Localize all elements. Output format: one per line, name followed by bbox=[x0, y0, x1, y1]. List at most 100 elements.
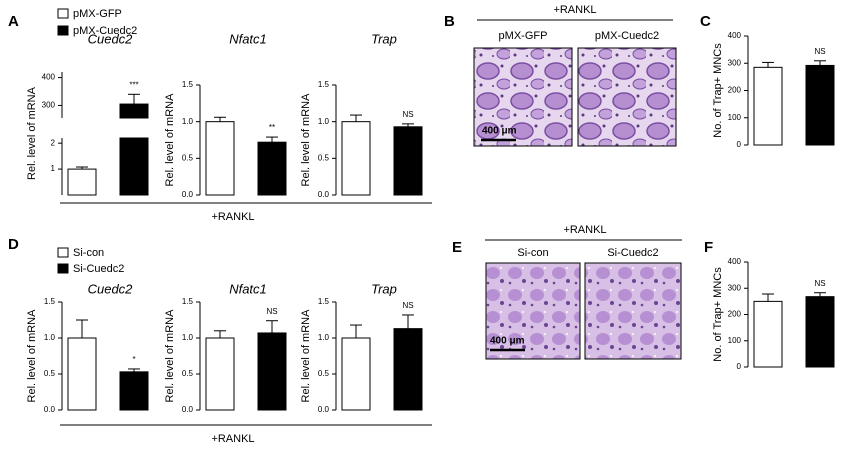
y-tick-label: 0.0 bbox=[318, 190, 330, 199]
layout: A B C D E F pMX-GFP pMX-Cuedc2 Si-con Si… bbox=[8, 4, 713, 445]
legend-label: Si-Cuedc2 bbox=[73, 263, 124, 275]
y-tick-label: 0.5 bbox=[318, 369, 330, 378]
bar bbox=[205, 121, 235, 196]
image-label: pMX-Cuedc2 bbox=[595, 30, 659, 42]
legend-swatch bbox=[57, 263, 69, 274]
y-tick-label: 0.5 bbox=[318, 153, 330, 162]
y-tick-label: 200 bbox=[728, 310, 742, 319]
y-tick-label: 200 bbox=[728, 86, 742, 95]
image-label: Si-con bbox=[517, 247, 548, 259]
chart-title: Cuedc2 bbox=[88, 281, 134, 296]
legend-swatch bbox=[57, 247, 69, 258]
y-tick-label: 300 bbox=[42, 101, 56, 110]
micrograph bbox=[577, 47, 677, 147]
y-tick-label: 100 bbox=[728, 113, 742, 122]
y-tick-label: 0.0 bbox=[182, 405, 194, 414]
significance-label: NS bbox=[814, 47, 825, 56]
group-label: +RANKL bbox=[211, 211, 254, 223]
y-tick-label: 1.0 bbox=[318, 117, 330, 126]
bar bbox=[205, 337, 235, 411]
significance-label: ** bbox=[269, 123, 275, 132]
bar bbox=[67, 168, 97, 196]
y-axis-label: Rel. level of mRNA bbox=[300, 309, 312, 403]
image-header: +RANKL bbox=[553, 4, 596, 16]
panel-label: E bbox=[452, 239, 462, 256]
y-tick-label: 400 bbox=[728, 257, 742, 266]
chart-title: Trap bbox=[371, 31, 397, 46]
group-label: +RANKL bbox=[211, 433, 254, 445]
y-tick-label: 1.5 bbox=[182, 80, 194, 89]
bar bbox=[67, 337, 97, 411]
scale-label: 400 μm bbox=[482, 126, 517, 137]
y-axis-label: No. of Trap+ MNCs bbox=[712, 267, 724, 362]
y-tick-label: 1.0 bbox=[182, 117, 194, 126]
y-tick-label: 400 bbox=[728, 31, 742, 40]
legend-label: Si-con bbox=[73, 247, 104, 259]
legend-swatch bbox=[57, 8, 69, 19]
image-header: +RANKL bbox=[563, 224, 606, 236]
bar bbox=[805, 296, 835, 368]
y-axis-label: No. of Trap+ MNCs bbox=[712, 43, 724, 138]
y-tick-label: 0 bbox=[737, 362, 742, 371]
y-tick-label: 0.5 bbox=[44, 369, 56, 378]
chart-title: Cuedc2 bbox=[88, 31, 134, 46]
chart-title: Nfatc1 bbox=[229, 281, 267, 296]
y-tick-label: 300 bbox=[728, 58, 742, 67]
y-tick-label: 2 bbox=[51, 138, 56, 147]
y-tick-label: 0.5 bbox=[182, 369, 194, 378]
y-tick-label: 1.5 bbox=[44, 297, 56, 306]
y-tick-label: 1.5 bbox=[318, 297, 330, 306]
y-tick-label: 1.0 bbox=[318, 333, 330, 342]
y-tick-label: 0.0 bbox=[182, 190, 194, 199]
panel-label: D bbox=[8, 236, 19, 253]
panel-label: C bbox=[700, 13, 711, 30]
bar bbox=[119, 103, 149, 119]
y-axis-label: Rel. level of mRNA bbox=[164, 309, 176, 403]
image-label: Si-Cuedc2 bbox=[607, 247, 658, 259]
y-tick-label: 300 bbox=[728, 283, 742, 292]
legend-swatch bbox=[57, 25, 69, 36]
significance-label: NS bbox=[402, 301, 413, 310]
y-tick-label: 0.5 bbox=[182, 153, 194, 162]
image-label: pMX-GFP bbox=[499, 30, 548, 42]
significance-label: *** bbox=[129, 80, 138, 89]
y-axis-label: Rel. level of mRNA bbox=[26, 86, 38, 180]
y-tick-label: 1.0 bbox=[182, 333, 194, 342]
bar bbox=[753, 300, 783, 368]
bar bbox=[393, 328, 423, 411]
micrograph bbox=[584, 262, 682, 360]
y-tick-label: 0 bbox=[737, 140, 742, 149]
y-tick-label: 1.0 bbox=[44, 333, 56, 342]
chart-title: Trap bbox=[371, 281, 397, 296]
y-tick-label: 1.5 bbox=[182, 297, 194, 306]
bar bbox=[753, 66, 783, 146]
significance-label: NS bbox=[814, 279, 825, 288]
y-axis-label: Rel. level of mRNA bbox=[164, 93, 176, 187]
y-axis-label: Rel. level of mRNA bbox=[300, 93, 312, 187]
chart-title: Nfatc1 bbox=[229, 31, 267, 46]
panel-label: B bbox=[444, 13, 455, 30]
y-tick-label: 0.0 bbox=[44, 405, 56, 414]
bar bbox=[257, 332, 287, 411]
bar bbox=[805, 64, 835, 146]
bar bbox=[393, 126, 423, 196]
significance-label: NS bbox=[402, 110, 413, 119]
y-tick-label: 400 bbox=[42, 73, 56, 82]
significance-label: * bbox=[132, 355, 135, 364]
bar bbox=[119, 137, 149, 196]
legend-label: pMX-Cuedc2 bbox=[73, 25, 137, 37]
panel-label: A bbox=[8, 13, 19, 30]
panel-label: F bbox=[704, 239, 713, 256]
bar bbox=[341, 337, 371, 411]
bar bbox=[341, 121, 371, 196]
significance-label: NS bbox=[266, 307, 277, 316]
y-tick-label: 1.5 bbox=[318, 80, 330, 89]
bar bbox=[257, 141, 287, 196]
bar bbox=[119, 371, 149, 411]
y-tick-label: 100 bbox=[728, 336, 742, 345]
y-axis-label: Rel. level of mRNA bbox=[26, 309, 38, 403]
legend-label: pMX-GFP bbox=[73, 8, 122, 20]
scale-label: 400 μm bbox=[490, 336, 525, 347]
micrograph bbox=[473, 47, 573, 147]
